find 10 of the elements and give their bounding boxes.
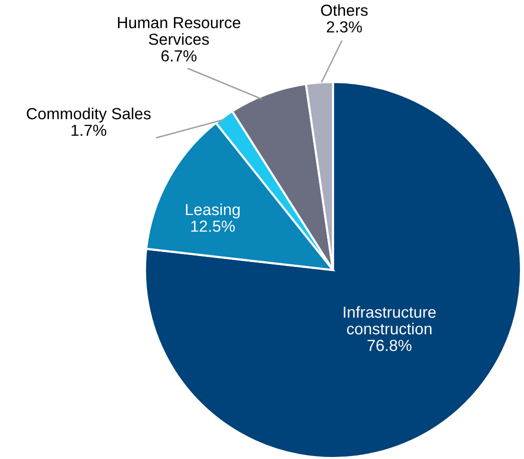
slice-label: Infrastructure construction [344,306,436,334]
data-label: 12.5% [191,220,235,232]
slice-label: Human Resource Services [118,17,240,45]
data-label: 6.7% [161,50,196,62]
data-label: 76.8% [368,340,412,352]
data-label: 2.3% [326,21,362,33]
slice-label: Others [321,4,368,16]
slice-label: Leasing [186,203,240,218]
slice-label: Commodity Sales [26,108,151,122]
data-label: 1.7% [72,124,106,136]
